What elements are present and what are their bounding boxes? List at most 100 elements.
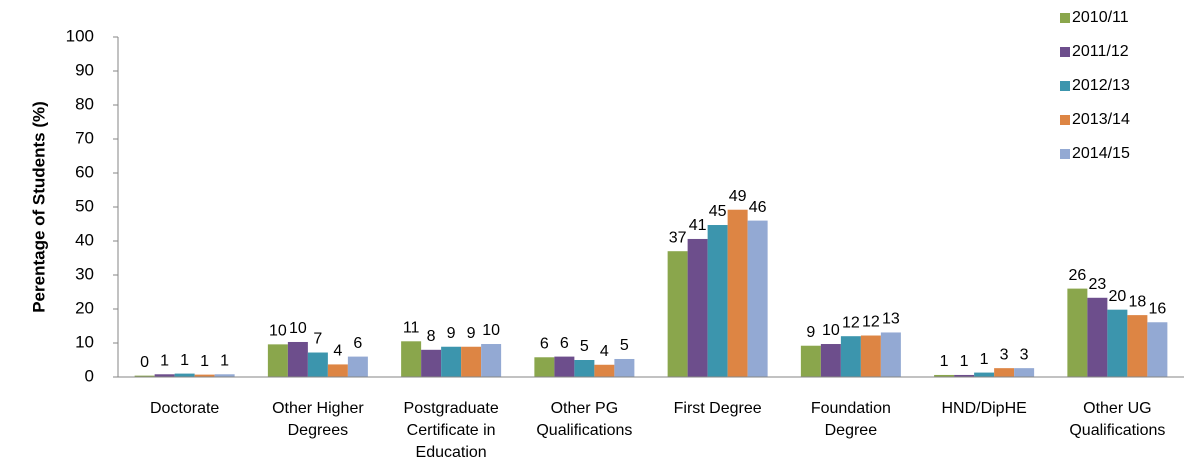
- x-tick-label: Other PG Qualifications: [536, 400, 633, 439]
- value-label: 12: [842, 314, 860, 331]
- legend-label: 2010/11: [1072, 9, 1129, 26]
- value-label: 8: [427, 328, 436, 345]
- bar: [174, 373, 195, 377]
- bar: [880, 332, 901, 377]
- value-label: 6: [353, 335, 362, 352]
- value-label: 13: [882, 311, 900, 328]
- value-label: 23: [1088, 276, 1106, 293]
- bar: [667, 251, 688, 377]
- bar: [707, 225, 728, 377]
- value-label: 37: [669, 229, 687, 246]
- bar: [554, 356, 575, 377]
- x-tick-label: Postgraduate Certificate in Education: [403, 400, 499, 461]
- bar: [267, 344, 288, 377]
- bar: [860, 335, 881, 377]
- value-label: 41: [689, 217, 707, 234]
- value-label: 5: [620, 337, 629, 354]
- value-label: 1: [200, 353, 209, 370]
- y-tick-label: 90: [75, 60, 94, 79]
- bar: [461, 346, 482, 377]
- bar: [1107, 309, 1128, 377]
- value-label: 46: [749, 199, 767, 216]
- bar: [154, 374, 175, 377]
- y-tick-label: 60: [75, 162, 94, 181]
- bar: [574, 360, 595, 377]
- value-label: 9: [806, 324, 815, 341]
- value-label: 3: [1000, 346, 1009, 363]
- value-label: 1: [160, 352, 169, 369]
- bar: [800, 345, 821, 377]
- bar: [727, 209, 748, 377]
- legend-label: 2013/14: [1072, 111, 1130, 128]
- bar: [441, 346, 462, 377]
- x-tick-label: Other UG Qualifications: [1069, 400, 1166, 439]
- legend-swatch: [1060, 81, 1070, 91]
- value-label: 4: [600, 343, 609, 360]
- bar: [327, 364, 348, 377]
- value-label: 10: [289, 320, 307, 337]
- bar: [1067, 288, 1088, 377]
- value-label: 4: [333, 343, 342, 360]
- value-label: 20: [1108, 288, 1126, 305]
- value-label: 6: [540, 335, 549, 352]
- legend-label: 2012/13: [1072, 77, 1130, 94]
- bar: [194, 374, 215, 377]
- bar: [840, 336, 861, 377]
- bar: [820, 344, 841, 377]
- legend-swatch: [1060, 47, 1070, 57]
- bar: [534, 357, 555, 377]
- y-tick-label: 10: [75, 332, 94, 351]
- y-axis-title: Perentage of Students (%): [29, 101, 48, 313]
- y-tick-label: 80: [75, 94, 94, 113]
- bar: [287, 341, 308, 377]
- x-tick-label: First Degree: [673, 400, 762, 417]
- x-tick-label: Doctorate: [149, 400, 220, 417]
- bar: [481, 344, 502, 377]
- value-label: 10: [822, 322, 840, 339]
- bar: [134, 375, 155, 377]
- value-label: 1: [180, 352, 189, 369]
- bar: [614, 358, 635, 377]
- value-label: 6: [560, 335, 569, 352]
- legend-swatch: [1060, 13, 1070, 23]
- x-tick-label: Other Higher Degrees: [272, 400, 364, 439]
- y-tick-label: 100: [66, 26, 94, 45]
- bar: [1014, 368, 1035, 377]
- y-tick-label: 70: [75, 128, 94, 147]
- value-label: 16: [1148, 300, 1166, 317]
- bar: [401, 341, 422, 377]
- bar: [1147, 322, 1168, 377]
- value-label: 26: [1068, 267, 1086, 284]
- x-tick-label: Foundation Degree: [810, 400, 891, 439]
- bar: [307, 352, 328, 377]
- bar: [594, 364, 615, 377]
- value-label: 45: [709, 203, 727, 220]
- bar: [421, 349, 442, 377]
- value-label: 10: [269, 323, 287, 340]
- value-label: 1: [940, 353, 949, 370]
- bar: [934, 374, 955, 377]
- bar: [214, 374, 235, 377]
- legend-swatch: [1060, 115, 1070, 125]
- bar: [347, 356, 368, 377]
- bar: [994, 368, 1015, 377]
- value-label: 12: [862, 314, 880, 331]
- value-label: 9: [447, 325, 456, 342]
- bar: [747, 220, 768, 377]
- value-label: 1: [220, 352, 229, 369]
- y-tick-label: 0: [85, 366, 94, 385]
- bar: [974, 372, 995, 377]
- value-label: 7: [313, 331, 322, 348]
- y-tick-label: 30: [75, 264, 94, 283]
- value-label: 11: [403, 320, 420, 337]
- value-label: 49: [729, 188, 747, 205]
- value-label: 9: [467, 325, 476, 342]
- value-label: 3: [1020, 346, 1029, 363]
- bar: [1127, 315, 1148, 377]
- bar: [1087, 297, 1108, 377]
- x-tick-label: HND/DipHE: [941, 400, 1027, 417]
- value-label: 1: [980, 351, 989, 368]
- legend-label: 2014/15: [1072, 145, 1130, 162]
